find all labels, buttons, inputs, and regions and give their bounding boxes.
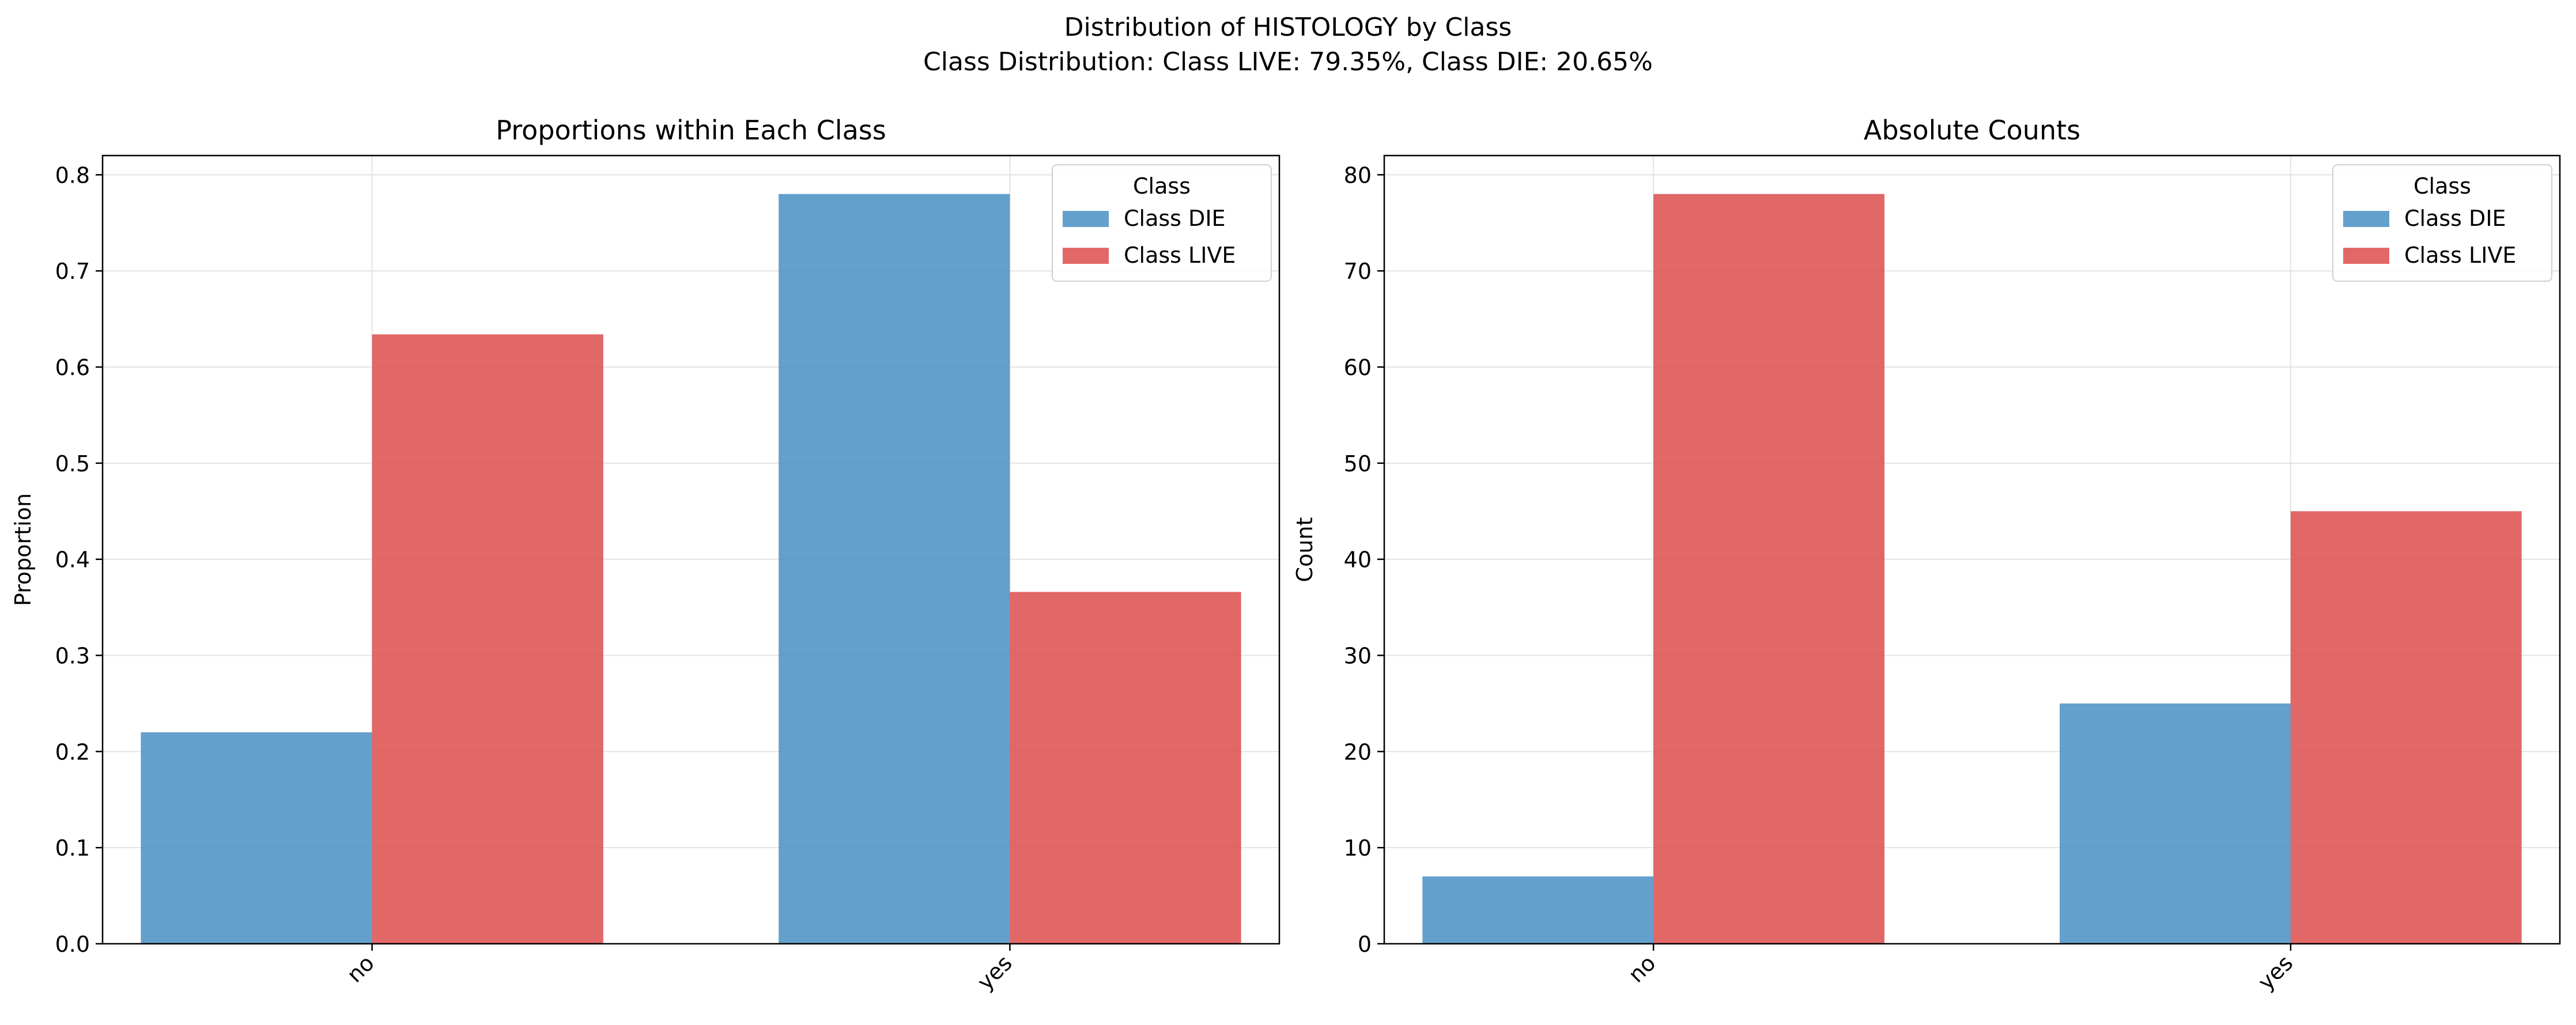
legend-label: Class DIE <box>2404 206 2506 231</box>
legend-label: Class LIVE <box>2404 243 2516 268</box>
plot-frame <box>101 154 1281 945</box>
y-tick-label: 0.7 <box>55 259 90 284</box>
legend-swatch <box>1063 211 1109 227</box>
y-tick-label: 30 <box>1344 644 1372 669</box>
bar-class-live-yes <box>1010 592 1241 944</box>
panel-title: Proportions within Each Class <box>496 115 886 146</box>
x-tick-label: no <box>342 950 379 988</box>
legend-swatch <box>2343 248 2389 264</box>
x-tick-label: no <box>1623 950 1661 988</box>
y-tick-label: 0.8 <box>55 162 90 188</box>
legend: Class Class DIE Class LIVE <box>2332 164 2552 282</box>
panel-title: Absolute Counts <box>1864 115 2080 146</box>
counts-chart: 0 10 20 30 40 50 60 70 80 no yes Absolute Counts Cou… <box>1292 115 2561 995</box>
proportions-chart: 0.0 0.1 0.2 0.3 0.4 0.5 0.6 0.7 0.8 no yes Proporti… <box>10 115 1281 995</box>
y-tick-label: 50 <box>1344 451 1372 476</box>
figure-subtitle: Class Distribution: Class LIVE: 79.35%, … <box>923 47 1653 77</box>
figure-title: Distribution of HISTOLOGY by Class <box>1064 13 1512 42</box>
x-tick-label: yes <box>972 950 1017 995</box>
legend-label: Class DIE <box>1124 206 1226 231</box>
y-tick-label: 0 <box>1358 932 1372 957</box>
y-tick-label: 0.0 <box>55 932 90 957</box>
bar-class-die-yes <box>779 194 1010 944</box>
bar-class-live-yes <box>2290 511 2522 944</box>
y-axis-label: Count <box>1292 517 1317 583</box>
y-tick-label: 0.3 <box>55 644 90 669</box>
bar-class-die-no <box>141 732 372 944</box>
legend-swatch <box>2343 211 2389 227</box>
y-tick-label: 20 <box>1344 739 1372 765</box>
y-tick-label: 80 <box>1344 162 1372 188</box>
y-tick-label: 0.1 <box>55 835 90 861</box>
x-tick-label: yes <box>2253 950 2298 995</box>
y-tick-label: 0.2 <box>55 739 90 765</box>
bar-class-live-no <box>372 334 603 944</box>
y-axis-label: Proportion <box>10 493 36 606</box>
bar-class-die-yes <box>2059 703 2291 944</box>
legend-swatch <box>1063 248 1109 264</box>
legend-label: Class LIVE <box>1124 243 1236 268</box>
y-tick-label: 10 <box>1344 835 1372 861</box>
y-tick-label: 60 <box>1344 355 1372 380</box>
bar-class-die-no <box>1422 876 1654 944</box>
legend-title: Class <box>1133 173 1191 199</box>
y-tick-label: 70 <box>1344 259 1372 284</box>
y-tick-label: 0.6 <box>55 355 90 380</box>
y-tick-label: 0.5 <box>55 451 90 476</box>
legend-title: Class <box>2413 173 2471 199</box>
y-tick-label: 0.4 <box>55 547 90 573</box>
y-tick-label: 40 <box>1344 547 1372 573</box>
legend: Class Class DIE Class LIVE <box>1052 164 1272 282</box>
plot-frame <box>1383 154 2561 945</box>
bar-class-live-no <box>1653 194 1885 944</box>
